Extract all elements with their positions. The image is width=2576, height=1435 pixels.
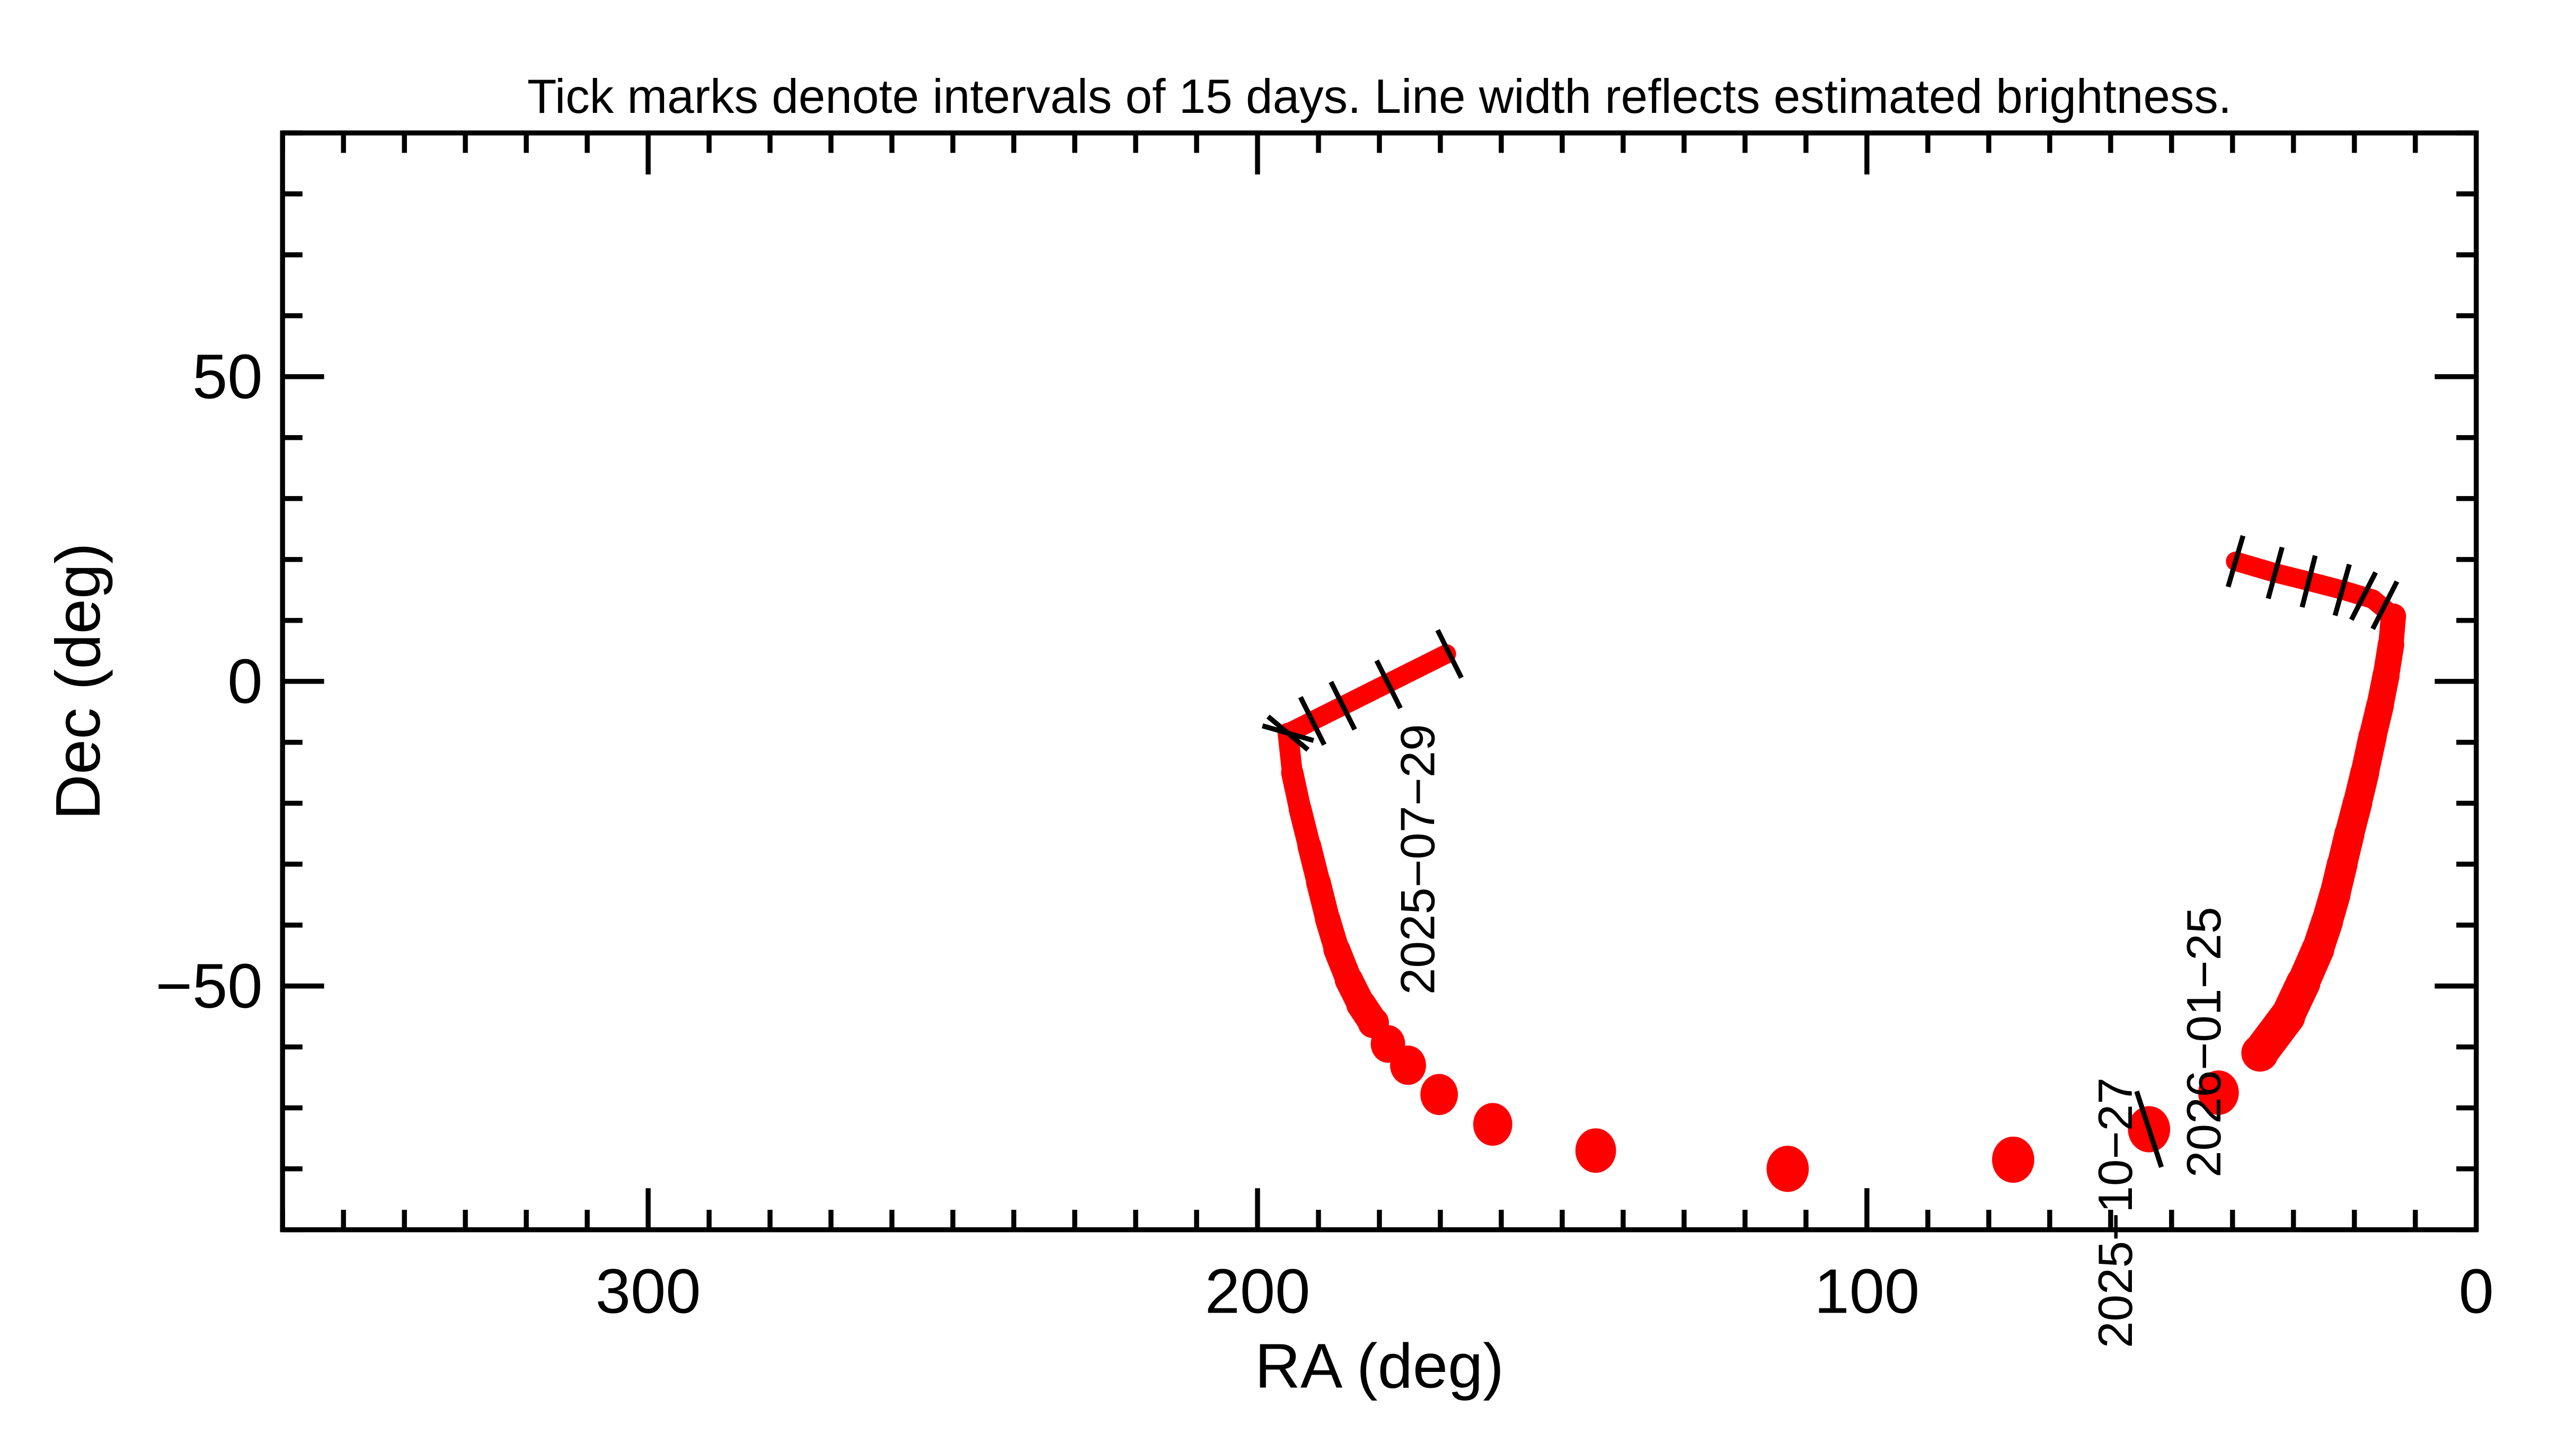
- date-tick-mark: [1266, 714, 1310, 752]
- date-label: 2025−10−27: [2089, 1077, 2143, 1348]
- track-point: [1400, 662, 1420, 682]
- track-point: [1420, 1074, 1458, 1115]
- track-point: [1297, 834, 1322, 858]
- track-point: [2363, 589, 2383, 609]
- date-tick-mark: [1435, 629, 1464, 679]
- track-point: [1473, 1103, 1512, 1146]
- date-tick-mark: [2299, 555, 2318, 608]
- track-point: [2373, 661, 2400, 689]
- track-point: [1315, 906, 1341, 932]
- axis-layer: 300 200 100 0 50 0 −50: [155, 130, 2494, 1326]
- date-tick-mark: [1374, 659, 1403, 710]
- track-point: [1364, 680, 1383, 701]
- date-tick-mark: [2265, 546, 2285, 599]
- track-point: [2326, 848, 2358, 880]
- date-label: 2026−01−25: [2177, 907, 2231, 1177]
- x-tick-label: 100: [1814, 1256, 1919, 1326]
- track-point: [2358, 722, 2387, 750]
- date-tick-layer: [1261, 535, 2400, 1168]
- date-tick-mark: [2349, 571, 2378, 621]
- track-point: [2269, 998, 2306, 1034]
- y-axis-label: Dec (deg): [43, 543, 113, 820]
- y-tick-label: −50: [155, 951, 262, 1022]
- track-point: [2350, 758, 2379, 787]
- date-tick-mark: [1298, 696, 1327, 746]
- track-point: [2334, 818, 2365, 849]
- track-point: [2311, 906, 2343, 938]
- track-point: [2366, 692, 2394, 720]
- track-point: [1992, 1136, 2034, 1183]
- track-point: [1766, 1146, 1809, 1192]
- track-point: [1323, 936, 1350, 963]
- y-tick-label: 0: [227, 646, 262, 717]
- x-tick-label: 300: [596, 1256, 701, 1326]
- track-point: [2377, 631, 2404, 658]
- track-point: [2241, 1034, 2279, 1072]
- date-tick-mark: [2225, 535, 2246, 588]
- track-point: [1306, 870, 1331, 895]
- date-tick-mark: [2332, 563, 2352, 616]
- date-tick-mark: [2370, 580, 2400, 630]
- x-tick-label: 0: [2459, 1256, 2494, 1326]
- track-point: [2286, 965, 2321, 1000]
- track-point: [1281, 761, 1304, 784]
- x-axis-label: RA (deg): [1255, 1331, 1504, 1402]
- track-point: [1334, 965, 1364, 994]
- date-tick-mark: [2134, 1090, 2164, 1168]
- track-point: [1390, 1046, 1426, 1085]
- date-label-layer: 2025−07−29 2025−10−27 2026−01−25: [1391, 724, 2230, 1348]
- track-point: [2380, 603, 2406, 629]
- track-point: [1288, 798, 1312, 821]
- x-tick-label: 200: [1205, 1256, 1311, 1326]
- track-point: [2319, 879, 2351, 910]
- track-point: [2342, 788, 2373, 818]
- chart-title: Tick marks denote intervals of 15 days. …: [527, 70, 2232, 123]
- date-label: 2025−07−29: [1391, 724, 1445, 995]
- date-tick-mark: [1329, 680, 1357, 731]
- track-point: [1575, 1128, 1616, 1173]
- track-point: [2198, 1070, 2239, 1115]
- track-point: [2301, 933, 2334, 966]
- y-tick-label: 50: [192, 342, 263, 412]
